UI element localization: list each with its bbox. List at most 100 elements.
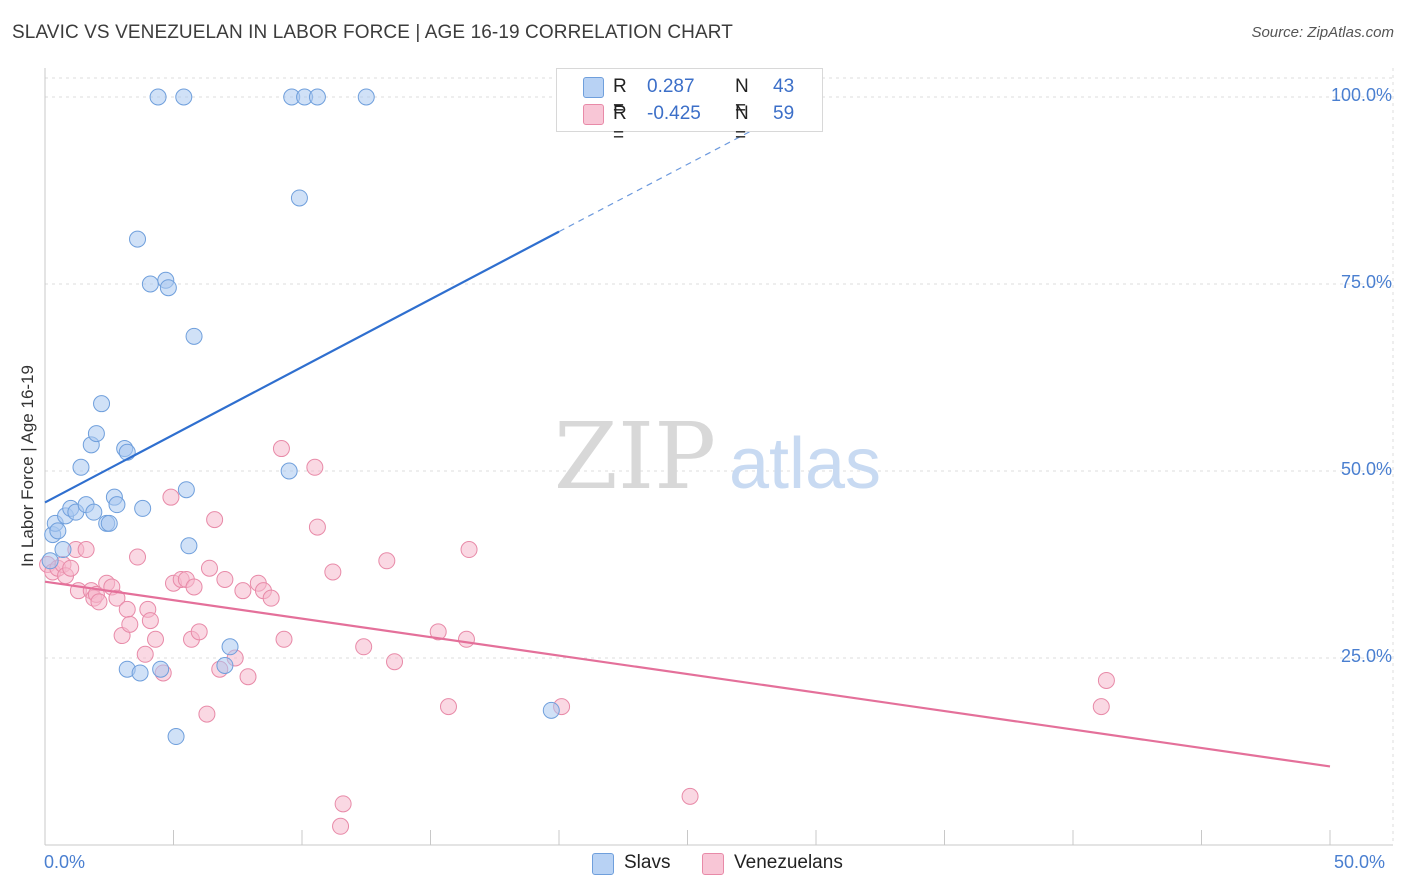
slavs-point [308, 88, 326, 106]
slavs-point [175, 88, 193, 106]
venezuelans-point [200, 559, 218, 577]
venezuelans-point [108, 589, 126, 607]
venezuelans-point [234, 582, 252, 600]
venezuelans-point [206, 511, 224, 529]
venez-n-label: N = [735, 103, 749, 146]
watermark: ZIP atlas [554, 403, 881, 510]
slavs-point [108, 496, 126, 514]
venezuelans-point [62, 559, 80, 577]
slavs-points [41, 88, 560, 746]
venezuelans-point [147, 630, 165, 648]
y-tick-label: 75.0% [1340, 272, 1392, 292]
venezuelans-swatch-icon [583, 104, 604, 125]
slavs-point [159, 279, 177, 297]
venezuelans-legend-icon [702, 853, 724, 875]
slavs-n-label: N = [735, 76, 749, 119]
venezuelans-point [460, 541, 478, 559]
venez-r-label: R = [613, 103, 627, 146]
slavs-point [49, 522, 67, 540]
venezuelans-point [306, 458, 324, 476]
slavs-point [131, 664, 149, 682]
venezuelans-point [262, 589, 280, 607]
venezuelans-point [190, 623, 208, 641]
venezuelans-point [239, 668, 257, 686]
venezuelans-point [439, 698, 457, 716]
watermark-atlas: atlas [729, 424, 881, 504]
venezuelans-point [378, 552, 396, 570]
slavs-point [129, 230, 147, 248]
venezuelans-point [162, 488, 180, 506]
slavs-point [85, 503, 103, 521]
venezuelans-point [681, 787, 699, 805]
slavs-point [152, 660, 170, 678]
venezuelans-point [216, 570, 234, 588]
venezuelans-point [136, 645, 154, 663]
slavs-swatch-icon [583, 77, 604, 98]
venezuelans-point [272, 440, 290, 458]
gridlines [45, 68, 1394, 845]
venezuelans-point [275, 630, 293, 648]
source-label: Source: ZipAtlas.com [1251, 24, 1394, 41]
slavs-r-label: R = [613, 76, 627, 119]
slavs-point [141, 275, 159, 293]
slavs-point [149, 88, 167, 106]
slavs-point [100, 514, 118, 532]
slavs-point [177, 481, 195, 499]
venez-n-value: 59 [773, 103, 795, 124]
watermark-zip: ZIP [554, 403, 716, 510]
y-tick-label: 25.0% [1340, 646, 1392, 666]
slavs-point [221, 638, 239, 656]
slavs-point [87, 425, 105, 443]
venezuelans-points [39, 440, 1115, 835]
slavs-legend-icon [592, 853, 614, 875]
slavs-point [93, 395, 111, 413]
slavs-point [290, 189, 308, 207]
slavs-point [134, 499, 152, 517]
venezuelans-point [332, 817, 350, 835]
venezuelans-point [324, 563, 342, 581]
venezuelans-point [118, 600, 136, 618]
venezuelans-point [198, 705, 216, 723]
venez-r-value: -0.425 [647, 103, 701, 124]
venezuelans-point [355, 638, 373, 656]
venezuelans-point [129, 548, 147, 566]
venezuelans-point [77, 541, 95, 559]
slavs-point [185, 327, 203, 345]
slavs-trend-line [44, 230, 560, 504]
chart-title: SLAVIC VS VENEZUELAN IN LABOR FORCE | AG… [12, 22, 733, 43]
slavs-point [280, 462, 298, 480]
venezuelans-point [90, 593, 108, 611]
venezuelans-point [1092, 698, 1110, 716]
slavs-point [180, 537, 198, 555]
venezuelans-point [429, 623, 447, 641]
venezuelans-point [386, 653, 404, 671]
slavs-point [357, 88, 375, 106]
venezuelans-point [1097, 671, 1115, 689]
slavs-point [72, 458, 90, 476]
slavs-point [167, 728, 185, 746]
slavs-n-value: 43 [773, 76, 795, 97]
slavs-point [54, 541, 72, 559]
venezuelans-trend-line [44, 580, 1331, 768]
slavs-r-value: 0.287 [647, 76, 695, 97]
y-tick-label: 100.0% [1330, 85, 1392, 105]
correlation-legend: R = 0.287 N = 43 R = -0.425 N = 59 [556, 68, 823, 146]
x-tick-label-min: 0.0% [44, 852, 86, 872]
axes [44, 68, 1393, 846]
slavs-legend-label: Slavs [624, 852, 671, 873]
slavs-point [216, 656, 234, 674]
trend-lines [44, 96, 1331, 768]
slavs-trend-extension [558, 96, 817, 233]
slavs-point [41, 552, 59, 570]
venezuelans-legend-label: Venezuelans [734, 852, 843, 873]
venezuelans-point [185, 578, 203, 596]
venezuelans-point [121, 615, 139, 633]
venezuelans-point [141, 612, 159, 630]
y-tick-label: 50.0% [1340, 459, 1392, 479]
x-tick-label-max: 50.0% [1334, 852, 1386, 872]
venezuelans-point [334, 795, 352, 813]
venezuelans-point [457, 630, 475, 648]
slavs-point [542, 701, 560, 719]
venezuelans-point [308, 518, 326, 536]
